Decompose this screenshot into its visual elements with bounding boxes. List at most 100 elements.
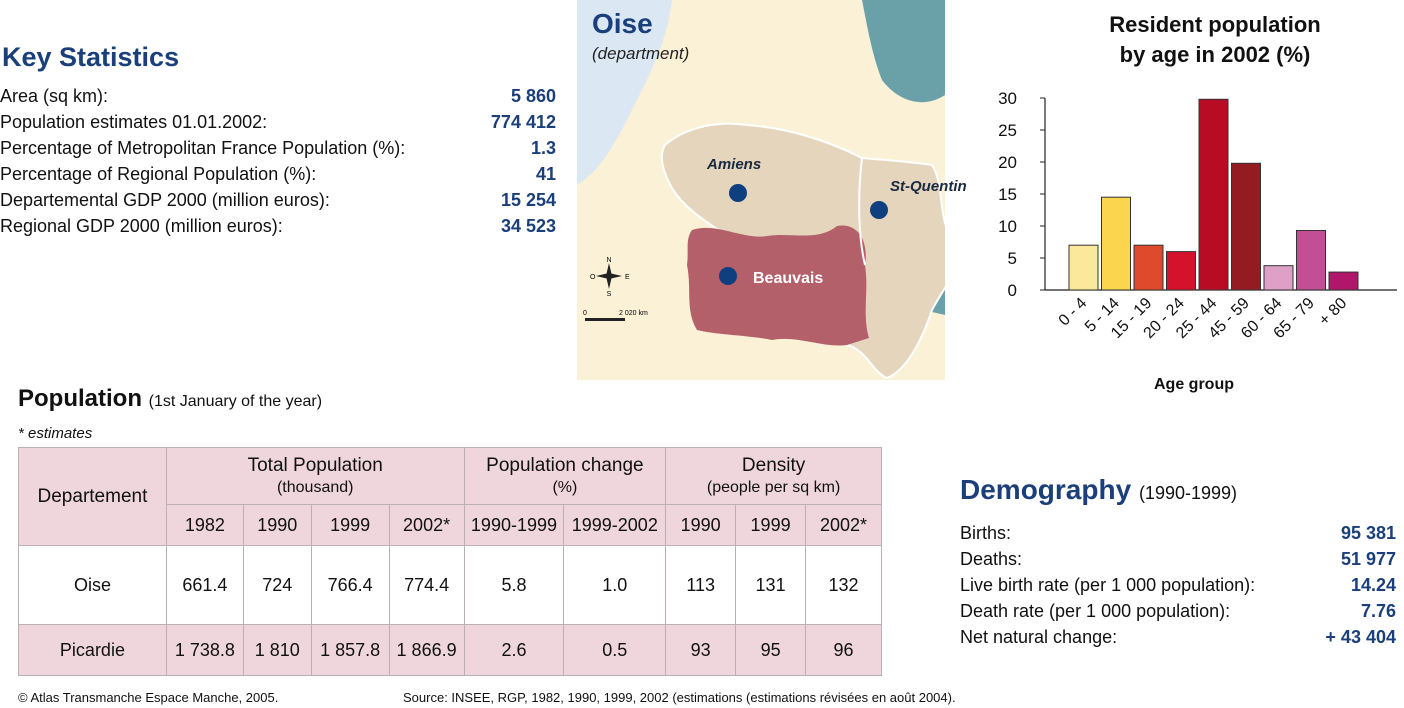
demography-label: Net natural change:: [960, 627, 1118, 647]
table-cell: 774.4: [388, 545, 465, 625]
bar-4: [1198, 98, 1229, 291]
table-cell: 131: [735, 545, 807, 625]
y-tick-label: 15: [998, 185, 1017, 204]
table-cell: 1 866.9: [388, 624, 465, 676]
stat-label: Regional GDP 2000 (million euros):: [0, 216, 283, 236]
bar-2: [1133, 244, 1164, 291]
city-label-st-quentin: St-Quentin: [890, 178, 967, 195]
scale-bar: [585, 318, 625, 321]
stat-label: Percentage of Regional Population (%):: [0, 164, 317, 184]
city-dot-st-quentin: [870, 201, 888, 219]
chart-title-line-1: Resident population: [1109, 12, 1321, 37]
table-cell: 2.6: [463, 624, 565, 676]
bar-7: [1296, 229, 1326, 291]
stat-row: Regional GDP 2000 (million euros): 34 523: [0, 213, 556, 239]
population-heading: Population (1st January of the year): [18, 385, 322, 413]
city-label-beauvais: Beauvais: [753, 270, 824, 287]
table-cell: 95: [735, 624, 807, 676]
key-statistics-title: Key Statistics: [2, 42, 180, 72]
header-density-unit: (people per sq km): [706, 479, 841, 496]
subheader-cell: 2002*: [805, 504, 882, 546]
stat-label: Percentage of Metropolitan France Popula…: [0, 138, 406, 158]
y-tick-label: 0: [1008, 281, 1017, 300]
copyright-note: © Atlas Transmanche Espace Manche, 2005.: [18, 690, 279, 705]
stat-row: Percentage of Metropolitan France Popula…: [0, 135, 556, 161]
table-row: Oise 661.4 724 766.4 774.4 5.8 1.0 113 1…: [18, 545, 882, 625]
subheader-cell: 1990: [242, 504, 312, 546]
bar-8: [1328, 271, 1359, 291]
stat-row: Percentage of Regional Population (%): 41: [0, 161, 556, 187]
table-cell: 5.8: [463, 545, 565, 625]
scale-start-label: 0: [583, 310, 587, 317]
map-subtitle: (department): [592, 44, 690, 63]
map-department-border: [858, 157, 866, 266]
y-tick-label: 20: [998, 153, 1017, 172]
demography-value: 95 381: [1340, 523, 1396, 543]
table-cell: 724: [242, 545, 312, 625]
bar-3: [1166, 251, 1196, 291]
key-statistics-panel: Key Statistics Area (sq km): 5 860 Popula…: [0, 42, 556, 239]
population-note: * estimates: [18, 425, 93, 442]
population-title-sub: (1st January of the year): [148, 393, 323, 410]
table-cell: 1 738.8: [165, 624, 244, 676]
row-name-cell: Picardie: [18, 624, 167, 676]
table-cell: 766.4: [310, 545, 390, 625]
header-total-label: Total Population: [247, 455, 383, 476]
stat-value: 774 412: [490, 112, 556, 132]
header-density: Density (people per sq km): [665, 447, 882, 505]
y-tick-label: 10: [998, 217, 1017, 236]
scale-end-label: 2 020 km: [619, 310, 648, 317]
demography-value: 14.24: [1350, 575, 1396, 595]
map-oise-department: [687, 225, 869, 346]
subheader-cell: 1990: [665, 504, 737, 546]
subheader-cell: 1999-2002: [563, 504, 667, 546]
demography-row: Live birth rate (per 1 000 population): 1…: [960, 572, 1396, 598]
header-total-unit: (thousand): [276, 479, 354, 496]
chart-title: Resident population by age in 2002 (%): [1040, 10, 1390, 70]
demography-heading: Demography (1990-1999): [960, 474, 1396, 506]
table-cell: 1 810: [242, 624, 312, 676]
y-tick-label: 5: [1008, 249, 1017, 268]
demography-label: Live birth rate (per 1 000 population):: [960, 575, 1256, 595]
demography-row: Death rate (per 1 000 population): 7.76: [960, 598, 1396, 624]
table-row: Picardie 1 738.8 1 810 1 857.8 1 866.9 2…: [18, 624, 882, 676]
stat-label: Departemental GDP 2000 (million euros):: [0, 190, 330, 210]
header-population-change: Population change (%): [463, 447, 667, 505]
table-cell: 1.0: [563, 545, 667, 625]
header-change-label: Population change: [486, 455, 644, 476]
stat-label: Area (sq km):: [0, 86, 109, 106]
compass-south-label: S: [607, 291, 612, 298]
map-sea-water: [862, 0, 945, 103]
city-dot-amiens: [729, 184, 747, 202]
subheader-cell: 1999: [310, 504, 390, 546]
x-axis-title: Age group: [1154, 376, 1234, 393]
table-cell: 132: [805, 545, 882, 625]
x-tick-label: + 80: [1316, 295, 1350, 329]
row-name-cell: Oise: [18, 545, 167, 625]
table-cell: 0.5: [563, 624, 667, 676]
bar-1: [1101, 196, 1131, 291]
map-title: Oise: [592, 8, 653, 39]
stat-row: Area (sq km): 5 860: [0, 83, 556, 109]
y-tick-label: 30: [998, 89, 1017, 108]
compass-west-label: O: [590, 274, 596, 281]
subheader-cell: 2002*: [388, 504, 465, 546]
stat-row: Departemental GDP 2000 (million euros): 1…: [0, 187, 556, 213]
stat-value: 41: [535, 164, 556, 184]
map-channel-water: [577, 0, 672, 185]
stat-value: 34 523: [500, 216, 556, 236]
demography-row: Deaths: 51 977: [960, 546, 1396, 572]
table-cell: 96: [805, 624, 882, 676]
demography-value: + 43 404: [1325, 627, 1396, 647]
population-table: Departement Total Population (thousand) P…: [18, 447, 882, 676]
subheader-cell: 1999: [735, 504, 807, 546]
city-dot-beauvais: [719, 267, 737, 285]
bar-6: [1263, 265, 1294, 291]
stat-value: 15 254: [500, 190, 556, 210]
compass-east-label: E: [625, 274, 630, 281]
stat-row: Population estimates 01.01.2002: 774 412: [0, 109, 556, 135]
subheader-cell: 1990-1999: [463, 504, 565, 546]
demography-label: Births:: [960, 523, 1012, 543]
header-change-unit: (%): [552, 479, 578, 496]
